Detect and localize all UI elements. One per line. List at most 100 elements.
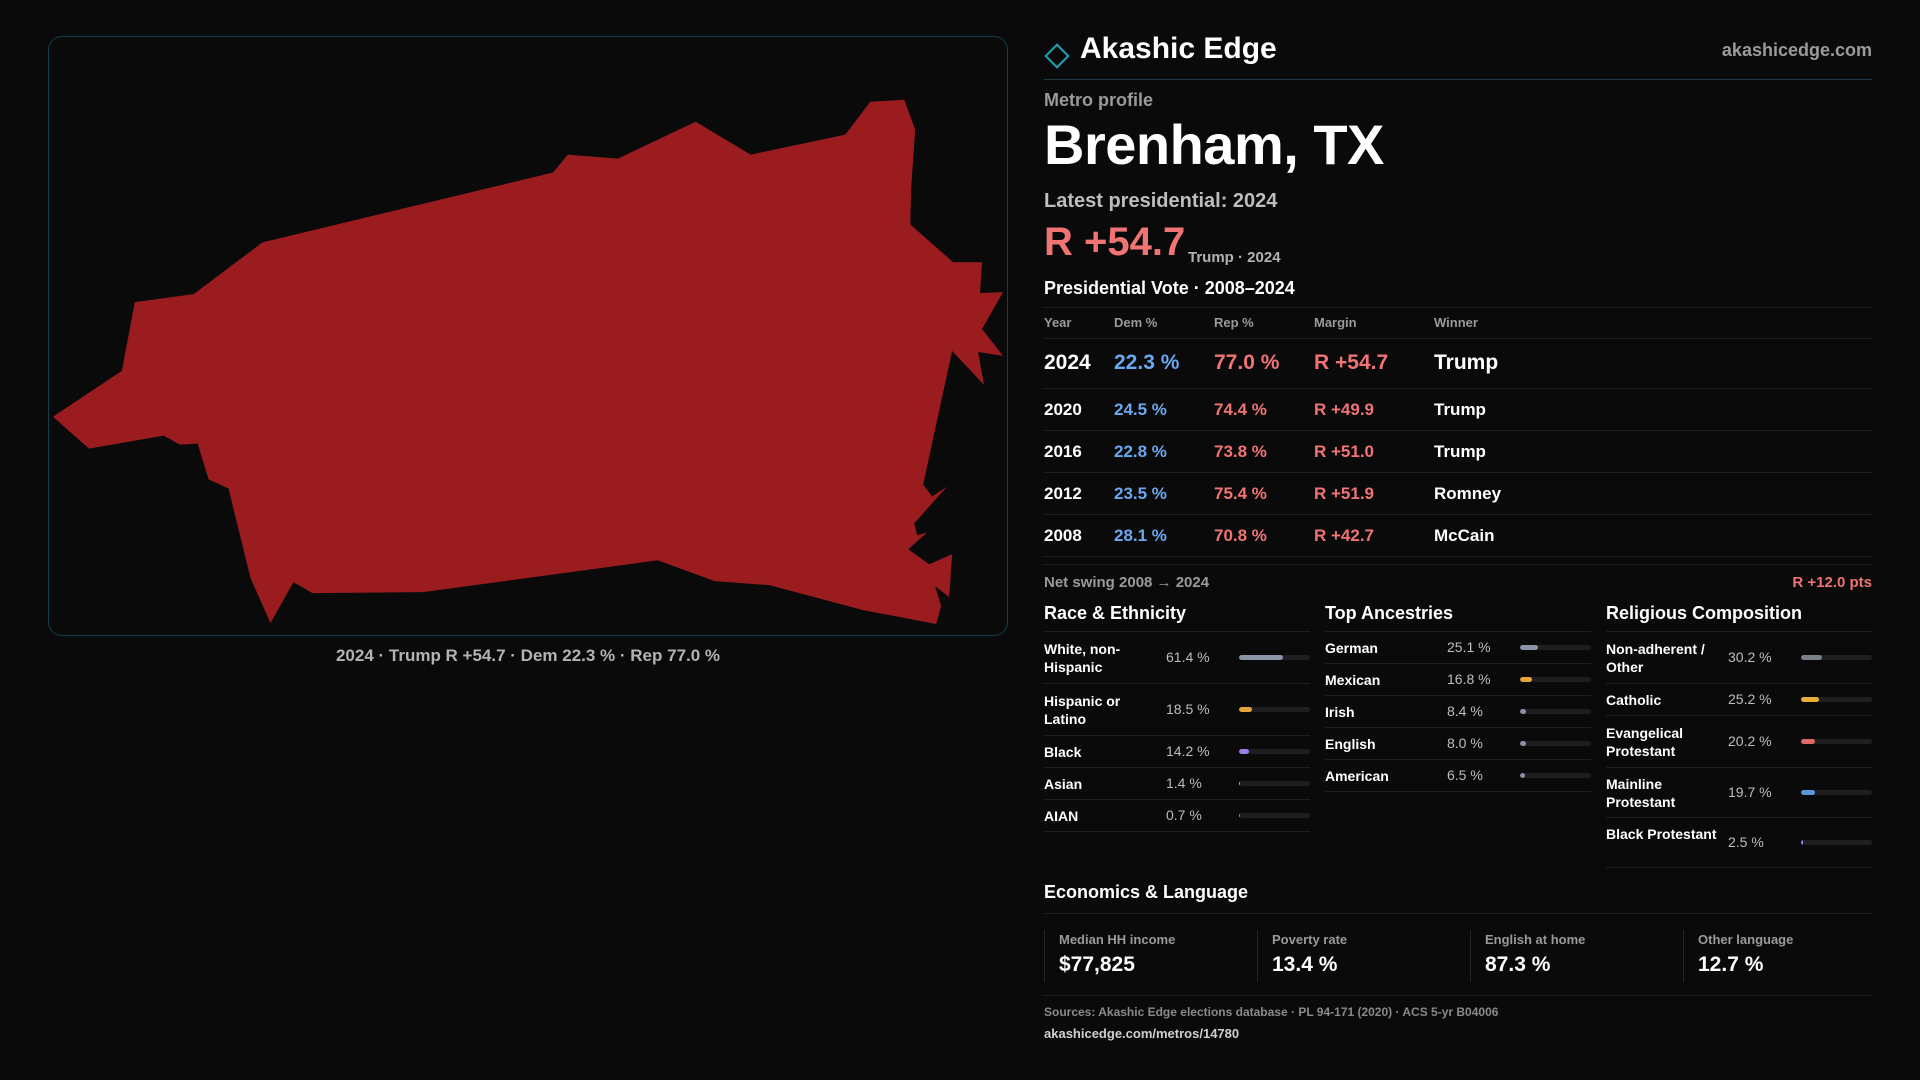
econ-value: $77,825 xyxy=(1059,953,1135,976)
latest-presidential-label: Latest presidential: 2024 xyxy=(1044,190,1278,212)
list-item: Mexican 16.8 % xyxy=(1325,664,1591,696)
stat-bar-fill xyxy=(1520,709,1526,714)
stat-bar-fill xyxy=(1801,790,1815,795)
race-section-title: Race & Ethnicity xyxy=(1044,600,1310,632)
stat-bar-fill xyxy=(1801,840,1803,845)
cell-rep: 75.4 % xyxy=(1214,484,1267,503)
econ-value: 12.7 % xyxy=(1698,953,1764,976)
brand-name: Akashic Edge xyxy=(1080,32,1277,65)
cell-margin: R +42.7 xyxy=(1314,526,1375,545)
list-item: White, non-Hispanic 61.4 % xyxy=(1044,632,1310,684)
cell-rep: 77.0 % xyxy=(1214,351,1280,374)
stat-bar xyxy=(1520,677,1591,682)
stat-bar-fill xyxy=(1801,739,1816,744)
stat-bar-fill xyxy=(1239,749,1250,754)
list-item: AIAN 0.7 % xyxy=(1044,800,1310,832)
econ-label: Median HH income xyxy=(1059,932,1176,947)
stat-value: 16.8 % xyxy=(1447,671,1491,687)
stat-bar xyxy=(1801,655,1872,660)
stat-bar-fill xyxy=(1801,697,1819,702)
metro-permalink[interactable]: akashicedge.com/metros/14780 xyxy=(1044,1026,1240,1041)
stat-label: Black xyxy=(1044,744,1082,760)
list-item: Asian 1.4 % xyxy=(1044,768,1310,800)
ancestries-section: Top Ancestries German 25.1 % Mexican 16.… xyxy=(1325,600,1591,792)
stat-label: Irish xyxy=(1325,704,1355,720)
stat-label: Hispanic or Latino xyxy=(1044,693,1121,727)
cell-winner: Trump xyxy=(1434,351,1499,374)
econ-label: English at home xyxy=(1485,932,1586,947)
stat-label: Asian xyxy=(1044,776,1083,792)
latest-margin: R +54.7 xyxy=(1044,220,1186,264)
stat-bar xyxy=(1239,813,1310,818)
stat-value: 14.2 % xyxy=(1166,743,1210,759)
stat-value: 19.7 % xyxy=(1728,784,1772,800)
cell-dem: 28.1 % xyxy=(1114,526,1167,545)
stat-value: 0.7 % xyxy=(1166,807,1202,823)
table-row: 2020 24.5 % 74.4 % R +49.9 Trump xyxy=(1044,389,1872,431)
stat-bar-fill xyxy=(1520,741,1526,746)
stat-bar-fill xyxy=(1239,813,1240,818)
economics-section-title: Economics & Language xyxy=(1044,882,1872,914)
stat-value: 18.5 % xyxy=(1166,701,1210,717)
stat-bar xyxy=(1239,707,1310,712)
list-item: Mainline Protestant 19.7 % xyxy=(1606,768,1872,818)
stat-label: Non-adherent / Other xyxy=(1606,641,1705,675)
cell-margin: R +49.9 xyxy=(1314,400,1375,419)
religion-section-title: Religious Composition xyxy=(1606,600,1872,632)
stat-value: 20.2 % xyxy=(1728,733,1772,749)
stat-bar-fill xyxy=(1239,655,1283,660)
list-item: Black 14.2 % xyxy=(1044,736,1310,768)
cell-dem: 22.3 % xyxy=(1114,351,1180,374)
map-caption: 2024 · Trump R +54.7 · Dem 22.3 % · Rep … xyxy=(335,646,721,665)
cell-dem: 23.5 % xyxy=(1114,484,1167,503)
cell-winner: Romney xyxy=(1434,484,1502,503)
header-rep: Rep % xyxy=(1214,315,1254,330)
stat-bar xyxy=(1801,697,1872,702)
stat-value: 25.2 % xyxy=(1728,691,1772,707)
stat-label: English xyxy=(1325,736,1376,752)
table-row: 2008 28.1 % 70.8 % R +42.7 McCain xyxy=(1044,515,1872,557)
stat-value: 25.1 % xyxy=(1447,639,1491,655)
stat-label: Evangelical Protestant xyxy=(1606,725,1684,759)
vote-table: Year Dem % Rep % Margin Winner 2024 22.3… xyxy=(1044,307,1872,557)
cell-margin: R +51.9 xyxy=(1314,484,1375,503)
list-item: Catholic 25.2 % xyxy=(1606,684,1872,716)
econ-value: 13.4 % xyxy=(1272,953,1338,976)
stat-bar-fill xyxy=(1520,677,1532,682)
stat-bar xyxy=(1239,749,1310,754)
header-margin: Margin xyxy=(1314,315,1357,330)
brand-header: Akashic Edge akashicedge.com xyxy=(1044,30,1872,80)
brand-url-link[interactable]: akashicedge.com xyxy=(1721,40,1872,60)
econ-median-income: Median HH income $77,825 xyxy=(1044,930,1251,982)
stat-label: German xyxy=(1325,640,1378,656)
econ-value: 87.3 % xyxy=(1485,953,1551,976)
stat-label: Mexican xyxy=(1325,672,1381,688)
list-item: American 6.5 % xyxy=(1325,760,1591,792)
diamond-icon xyxy=(1044,43,1070,69)
profile-panel: Akashic Edge akashicedge.com Metro profi… xyxy=(1044,0,1872,1080)
stat-label: Catholic xyxy=(1606,692,1662,708)
stat-bar xyxy=(1520,773,1591,778)
cell-rep: 73.8 % xyxy=(1214,442,1267,461)
econ-other-language: Other language 12.7 % xyxy=(1683,930,1890,982)
stat-bar-fill xyxy=(1239,781,1240,786)
stat-value: 8.4 % xyxy=(1447,703,1483,719)
header-year: Year xyxy=(1044,315,1072,330)
stat-bar xyxy=(1520,645,1591,650)
table-row: 2012 23.5 % 75.4 % R +51.9 Romney xyxy=(1044,473,1872,515)
stat-value: 2.5 % xyxy=(1728,834,1764,850)
cell-year: 2008 xyxy=(1044,526,1082,545)
stat-label: AIAN xyxy=(1044,808,1079,824)
list-item: Irish 8.4 % xyxy=(1325,696,1591,728)
cell-winner: Trump xyxy=(1434,400,1486,419)
ancestry-section-title: Top Ancestries xyxy=(1325,600,1591,632)
vote-section-title: Presidential Vote · 2008–2024 xyxy=(1044,278,1295,298)
list-item: Hispanic or Latino 18.5 % xyxy=(1044,684,1310,736)
net-swing-label: Net swing 2008 → 2024 xyxy=(1044,574,1210,591)
stat-bar xyxy=(1239,655,1310,660)
stat-value: 8.0 % xyxy=(1447,735,1483,751)
econ-poverty-rate: Poverty rate 13.4 % xyxy=(1257,930,1464,982)
stat-bar xyxy=(1520,709,1591,714)
stat-label: American xyxy=(1325,768,1389,784)
cell-winner: McCain xyxy=(1434,526,1495,545)
